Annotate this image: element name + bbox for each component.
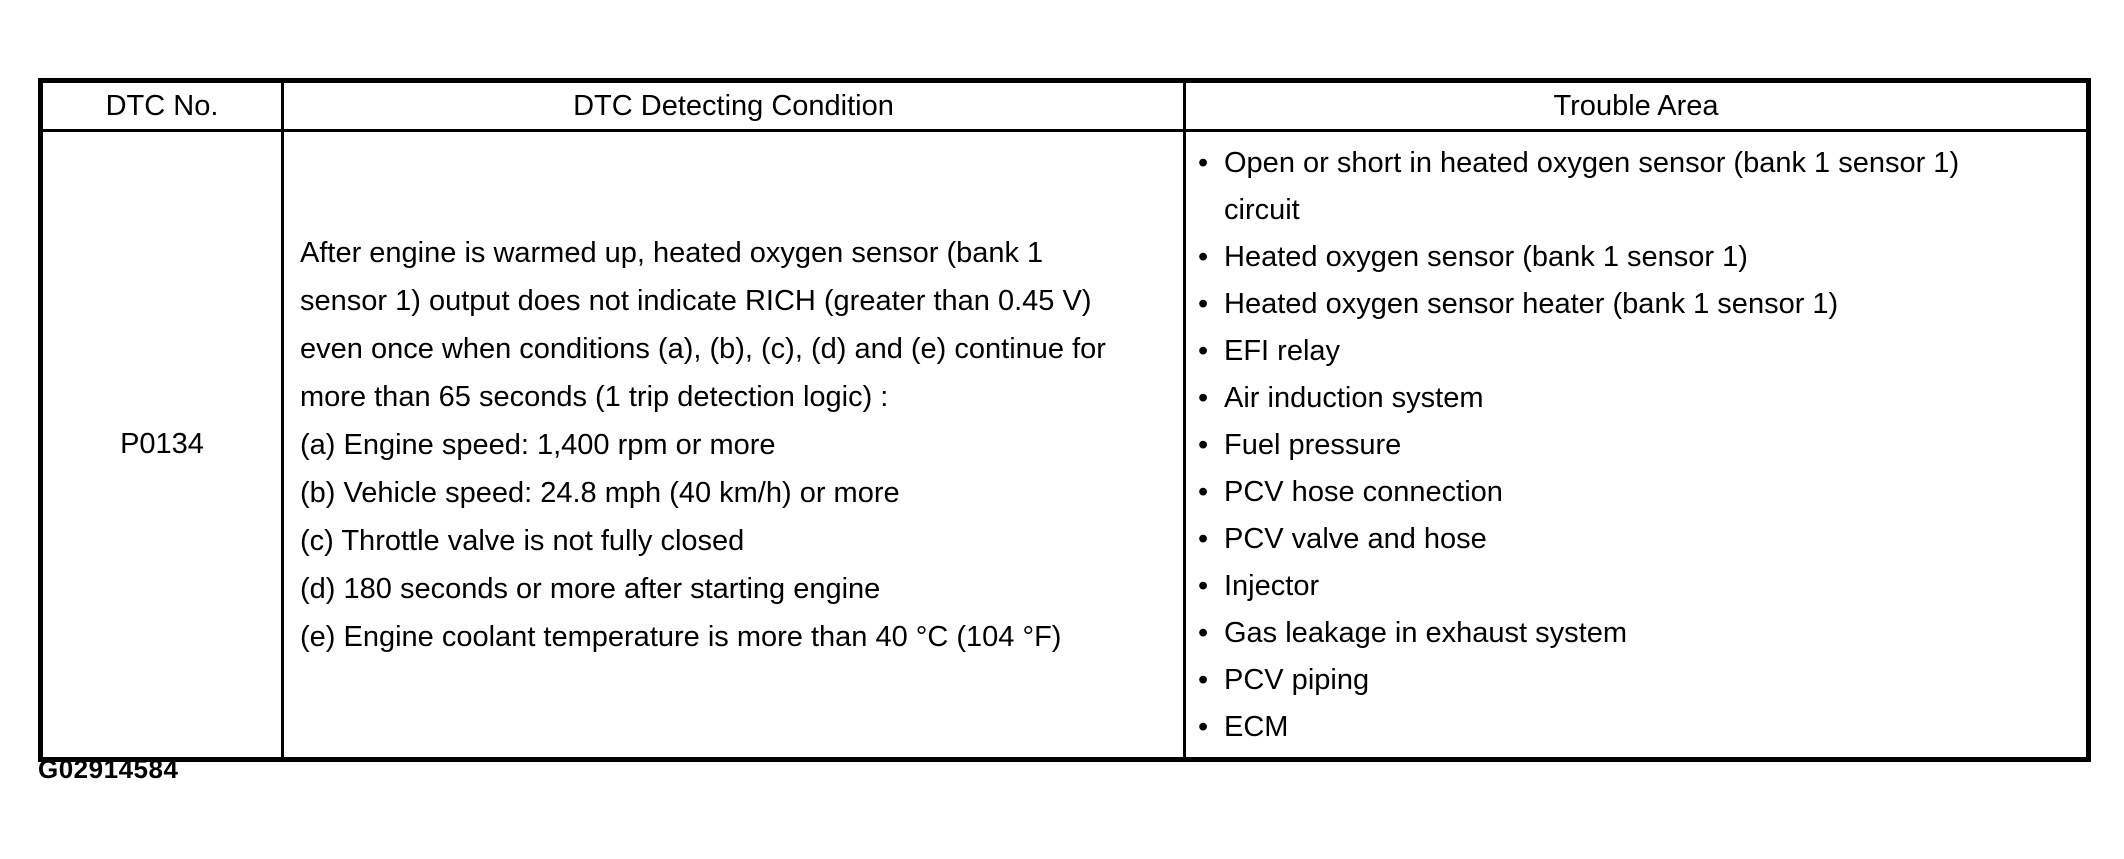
- header-detecting-condition: DTC Detecting Condition: [281, 79, 1186, 132]
- trouble-item-text: ECM: [1224, 711, 1289, 743]
- bullet-icon: [1198, 187, 1224, 234]
- trouble-list-item: • Injector: [1198, 563, 2080, 610]
- trouble-list-item: • EFI relay: [1198, 328, 2080, 375]
- trouble-item-text: Open or short in heated oxygen sensor (b…: [1224, 147, 1960, 179]
- condition-text-block: After engine is warmed up, heated oxygen…: [300, 229, 1177, 661]
- trouble-list-item: • PCV piping: [1198, 657, 2080, 704]
- bullet-icon: •: [1198, 382, 1209, 414]
- trouble-item-text: EFI relay: [1224, 335, 1341, 367]
- trouble-list-item: • PCV valve and hose: [1198, 516, 2080, 563]
- trouble-item-text: Heated oxygen sensor (bank 1 sensor 1): [1224, 241, 1748, 273]
- trouble-list-item: • PCV hose connection: [1198, 469, 2080, 516]
- table-row: P0134 After engine is warmed up, heated …: [39, 129, 2090, 761]
- trouble-list-item: • Heated oxygen sensor (bank 1 sensor 1): [1198, 234, 2080, 281]
- trouble-item-text: Heated oxygen sensor heater (bank 1 sens…: [1224, 288, 1839, 320]
- figure-id-label: G02914584: [38, 754, 179, 784]
- trouble-item-text: circuit: [1224, 194, 1300, 226]
- header-dtc-no: DTC No.: [39, 79, 284, 132]
- trouble-list-item: • Fuel pressure: [1198, 422, 2080, 469]
- trouble-item-text: Injector: [1224, 570, 1320, 602]
- condition-line: (b) Vehicle speed: 24.8 mph (40 km/h) or…: [300, 476, 900, 509]
- bullet-icon: •: [1198, 523, 1209, 555]
- condition-line: (d) 180 seconds or more after starting e…: [300, 572, 881, 605]
- trouble-list-item: • Open or short in heated oxygen sensor (…: [1198, 140, 2080, 187]
- dtc-table: DTC No. DTC Detecting Condition Trouble …: [38, 78, 2091, 762]
- trouble-list-item: • Gas leakage in exhaust system: [1198, 610, 2080, 657]
- dtc-code-value: P0134: [39, 129, 284, 761]
- trouble-item-text: Gas leakage in exhaust system: [1224, 617, 1627, 649]
- trouble-area-cell: • Open or short in heated oxygen sensor (…: [1183, 129, 2090, 761]
- header-row: DTC No. DTC Detecting Condition Trouble …: [39, 79, 2090, 132]
- bullet-icon: •: [1198, 476, 1209, 508]
- trouble-area-list: • Open or short in heated oxygen sensor (…: [1198, 140, 2080, 751]
- condition-line: even once when conditions (a), (b), (c),…: [300, 332, 1106, 365]
- bullet-icon: •: [1198, 429, 1209, 461]
- bullet-icon: •: [1198, 570, 1209, 602]
- trouble-item-text: Air induction system: [1224, 382, 1484, 414]
- trouble-item-text: PCV hose connection: [1224, 476, 1503, 508]
- detecting-condition-cell: After engine is warmed up, heated oxygen…: [281, 129, 1186, 761]
- bullet-icon: •: [1198, 335, 1209, 367]
- condition-line: more than 65 seconds (1 trip detection l…: [300, 380, 889, 413]
- trouble-list-item: • Heated oxygen sensor heater (bank 1 sen…: [1198, 281, 2080, 328]
- condition-line: (c) Throttle valve is not fully closed: [300, 524, 745, 557]
- bullet-icon: •: [1198, 617, 1209, 649]
- condition-line: (a) Engine speed: 1,400 rpm or more: [300, 428, 776, 461]
- bullet-icon: •: [1198, 147, 1209, 179]
- bullet-icon: •: [1198, 288, 1209, 320]
- bullet-icon: •: [1198, 241, 1209, 273]
- trouble-list-item: circuit: [1198, 187, 2080, 234]
- trouble-list-item: • Air induction system: [1198, 375, 2080, 422]
- condition-line: sensor 1) output does not indicate RICH …: [300, 284, 1092, 317]
- bullet-icon: •: [1198, 711, 1209, 743]
- header-trouble-area: Trouble Area: [1183, 79, 2090, 132]
- condition-line: (e) Engine coolant temperature is more t…: [300, 620, 1062, 653]
- condition-line: After engine is warmed up, heated oxygen…: [300, 236, 1044, 269]
- trouble-item-text: PCV piping: [1224, 664, 1370, 696]
- trouble-list-item: • ECM: [1198, 704, 2080, 751]
- bullet-icon: •: [1198, 664, 1209, 696]
- trouble-item-text: Fuel pressure: [1224, 429, 1402, 461]
- trouble-item-text: PCV valve and hose: [1224, 523, 1487, 555]
